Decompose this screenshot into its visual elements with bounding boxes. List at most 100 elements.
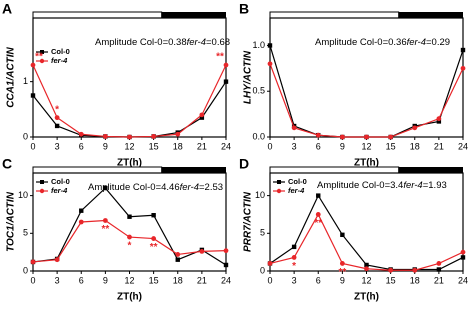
significance-mark: * (55, 104, 59, 115)
panel: B LHY/ACTIN ZT(h) 0.0 0.5 1.0 0 3 6 9 12 15 18 21 24 Am… (239, 1, 468, 169)
marker (102, 218, 108, 223)
x-tick-label: 3 (292, 275, 297, 285)
series-line (32, 187, 227, 266)
amplitude-part: fer-4 (187, 37, 206, 48)
x-axis-label: ZT(h) (354, 158, 379, 169)
amplitude-part: =0.68 (206, 37, 230, 48)
marker (79, 208, 84, 213)
dark-period (161, 12, 226, 18)
marker (223, 262, 229, 268)
series-line (269, 63, 464, 138)
amplitude-part: =2.53 (199, 182, 223, 193)
marker (267, 61, 273, 67)
x-tick-label: 21 (197, 275, 207, 285)
y-axis-label: PRR7/ACTIN (243, 191, 254, 252)
dark-period (398, 12, 463, 18)
legend-label: Col-0 (288, 177, 307, 186)
series-line (269, 194, 464, 271)
y-axis-label: LHY/ACTIN (243, 50, 254, 104)
dark-period (398, 167, 463, 173)
legend-marker (39, 58, 45, 64)
x-tick-label: 21 (434, 275, 444, 285)
marker (436, 119, 442, 124)
x-tick-label: 24 (458, 275, 468, 285)
y-tick-label: 1.0 (252, 40, 265, 50)
marker (199, 112, 205, 118)
amplitude-part: Amplitude Col-0=4.46 (88, 182, 180, 193)
dark-period (161, 167, 226, 173)
amplitude-text: Amplitude Col-0=3.4fer-4=1.93 (317, 180, 447, 191)
marker (127, 234, 132, 240)
marker (460, 47, 466, 53)
x-tick-label: 9 (103, 275, 108, 285)
marker (151, 213, 156, 218)
x-tick-label: 12 (361, 275, 371, 285)
marker (436, 267, 442, 272)
marker (291, 244, 297, 250)
y-tick-label: 10 (255, 190, 265, 200)
marker (127, 214, 132, 219)
legend-label: Col-0 (51, 177, 70, 186)
significance-mark: ** (150, 242, 158, 253)
amplitude-part: fer-4 (180, 182, 199, 193)
x-tick-label: 21 (434, 141, 444, 151)
legend-label: fer-4 (51, 186, 68, 195)
light-period (32, 11, 163, 19)
x-tick-label: 6 (316, 275, 321, 285)
x-tick-label: 3 (55, 141, 60, 151)
x-tick-label: 6 (79, 275, 84, 285)
x-tick-label: 18 (173, 141, 183, 151)
amplitude-text: Amplitude Col-0=0.38fer-4=0.68 (95, 37, 230, 48)
marker (339, 261, 345, 266)
marker (54, 123, 60, 129)
marker (267, 43, 273, 48)
x-tick-label: 15 (386, 275, 396, 285)
amplitude-part: =0.29 (426, 37, 450, 48)
marker (175, 252, 181, 257)
panel: D PRR7/ACTIN ZT(h) 0 5 10 0 3 6 9 12 15 18 21 24 Amplit… (239, 156, 468, 303)
x-tick-label: 12 (361, 141, 371, 151)
amplitude-part: =1.93 (423, 180, 447, 191)
significance-mark: ** (101, 224, 109, 235)
marker (460, 249, 466, 255)
x-tick-label: 0 (267, 141, 272, 151)
marker (364, 262, 369, 268)
legend-marker (276, 188, 282, 194)
marker (460, 65, 466, 71)
x-tick-label: 9 (340, 141, 345, 151)
panel-label: D (239, 156, 249, 172)
series-line (269, 45, 464, 138)
amplitude-text: Amplitude Col-0=4.46fer-4=2.53 (88, 182, 223, 193)
y-tick-label: 0.5 (252, 86, 265, 96)
marker (316, 193, 321, 198)
amplitude-part: Amplitude Col-0=3.4 (317, 180, 403, 191)
x-tick-label: 15 (149, 141, 159, 151)
y-tick-label: 0 (23, 265, 28, 275)
marker (103, 185, 108, 191)
marker (151, 236, 157, 241)
x-tick-label: 6 (79, 141, 84, 151)
series-line (32, 64, 227, 138)
y-axis-label: CCA1/ACTIN (6, 46, 17, 107)
panel: A CCA1/ACTIN ZT(h) 0 1 0 3 6 9 12 15 18 21 24 Amplitud… (2, 1, 231, 169)
light-period (32, 166, 163, 174)
amplitude-part: fer-4 (403, 180, 422, 191)
marker (102, 134, 108, 139)
marker (364, 266, 369, 272)
amplitude-text: Amplitude Col-0=0.36fer-4=0.29 (315, 37, 450, 48)
x-tick-label: 3 (55, 275, 60, 285)
legend-label: fer-4 (51, 56, 68, 65)
x-tick-label: 9 (103, 141, 108, 151)
panel-label: B (239, 1, 249, 17)
legend-marker (40, 180, 44, 184)
marker (291, 255, 297, 260)
x-tick-label: 6 (316, 141, 321, 151)
marker (436, 116, 442, 122)
marker (315, 212, 321, 217)
y-axis-label: TOC1/ACTIN (6, 191, 17, 252)
panel-label: A (2, 1, 12, 17)
amplitude-part: Amplitude Col-0=0.36 (315, 37, 407, 48)
x-tick-label: 18 (173, 275, 183, 285)
amplitude-part: Amplitude Col-0=0.38 (95, 37, 187, 48)
